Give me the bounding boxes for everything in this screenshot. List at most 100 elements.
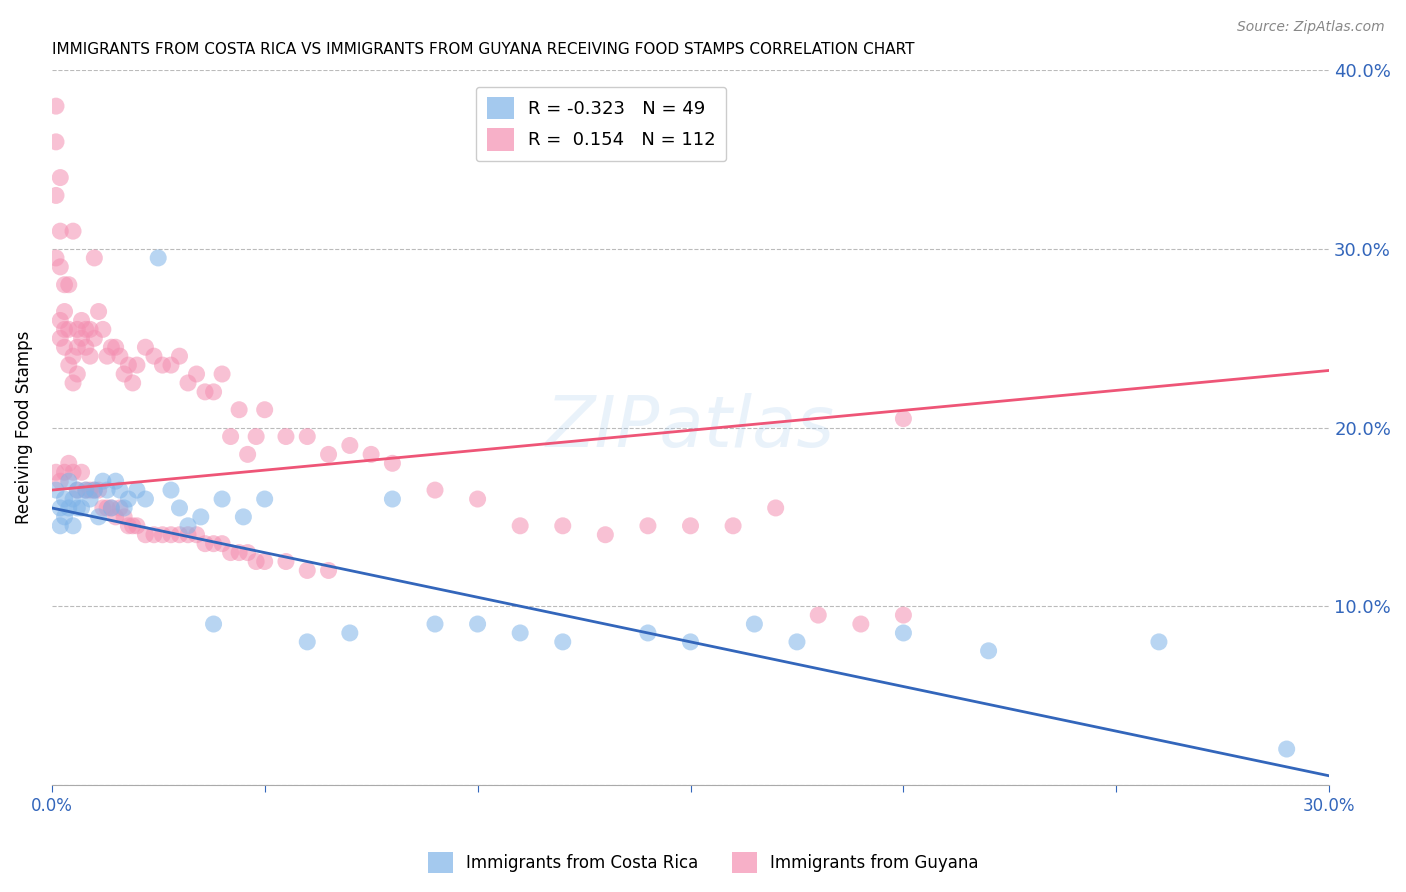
Point	[595, 527, 617, 541]
Point	[274, 555, 297, 569]
Legend: R = -0.323   N = 49, R =  0.154   N = 112: R = -0.323 N = 49, R = 0.154 N = 112	[475, 87, 727, 161]
Point	[297, 429, 319, 443]
Point	[112, 500, 135, 515]
Point	[49, 170, 72, 185]
Point	[1147, 635, 1170, 649]
Point	[62, 376, 84, 390]
Point	[62, 465, 84, 479]
Point	[58, 456, 80, 470]
Point	[96, 349, 118, 363]
Point	[125, 483, 148, 497]
Point	[977, 644, 1000, 658]
Point	[121, 518, 143, 533]
Point	[1275, 742, 1298, 756]
Point	[134, 340, 156, 354]
Point	[79, 483, 101, 497]
Point	[786, 635, 808, 649]
Point	[45, 135, 67, 149]
Point	[66, 322, 89, 336]
Point	[49, 500, 72, 515]
Point	[467, 617, 489, 632]
Point	[121, 376, 143, 390]
Legend: Immigrants from Costa Rica, Immigrants from Guyana: Immigrants from Costa Rica, Immigrants f…	[420, 846, 986, 880]
Point	[104, 474, 127, 488]
Point	[190, 509, 212, 524]
Point	[232, 509, 254, 524]
Point	[66, 483, 89, 497]
Point	[117, 518, 139, 533]
Point	[53, 304, 76, 318]
Point	[551, 518, 574, 533]
Point	[53, 340, 76, 354]
Point	[134, 527, 156, 541]
Point	[70, 465, 93, 479]
Point	[83, 483, 105, 497]
Point	[245, 555, 267, 569]
Point	[253, 555, 276, 569]
Point	[423, 483, 446, 497]
Point	[219, 429, 242, 443]
Point	[169, 500, 191, 515]
Point	[297, 564, 319, 578]
Point	[169, 349, 191, 363]
Point	[236, 546, 259, 560]
Point	[423, 617, 446, 632]
Point	[83, 331, 105, 345]
Text: IMMIGRANTS FROM COSTA RICA VS IMMIGRANTS FROM GUYANA RECEIVING FOOD STAMPS CORRE: IMMIGRANTS FROM COSTA RICA VS IMMIGRANTS…	[52, 42, 914, 57]
Point	[381, 456, 404, 470]
Point	[228, 402, 250, 417]
Point	[186, 367, 208, 381]
Point	[87, 304, 110, 318]
Point	[807, 608, 830, 623]
Point	[100, 500, 122, 515]
Point	[297, 635, 319, 649]
Point	[100, 500, 122, 515]
Point	[253, 402, 276, 417]
Point	[551, 635, 574, 649]
Point	[45, 188, 67, 202]
Point	[66, 340, 89, 354]
Point	[45, 99, 67, 113]
Point	[70, 331, 93, 345]
Point	[177, 527, 200, 541]
Point	[53, 277, 76, 292]
Point	[112, 509, 135, 524]
Point	[75, 322, 97, 336]
Point	[104, 509, 127, 524]
Point	[381, 491, 404, 506]
Point	[274, 429, 297, 443]
Point	[125, 358, 148, 372]
Point	[721, 518, 744, 533]
Point	[142, 349, 165, 363]
Point	[637, 518, 659, 533]
Point	[318, 447, 340, 461]
Point	[160, 358, 183, 372]
Point	[83, 483, 105, 497]
Point	[79, 491, 101, 506]
Point	[125, 518, 148, 533]
Point	[53, 465, 76, 479]
Point	[62, 518, 84, 533]
Point	[679, 518, 702, 533]
Point	[117, 358, 139, 372]
Point	[108, 483, 131, 497]
Point	[49, 518, 72, 533]
Point	[194, 384, 217, 399]
Point	[160, 483, 183, 497]
Point	[45, 251, 67, 265]
Point	[45, 483, 67, 497]
Point	[49, 224, 72, 238]
Point	[87, 483, 110, 497]
Point	[62, 349, 84, 363]
Point	[91, 500, 114, 515]
Point	[202, 384, 225, 399]
Point	[62, 491, 84, 506]
Point	[194, 536, 217, 550]
Point	[58, 277, 80, 292]
Point	[87, 509, 110, 524]
Point	[509, 518, 531, 533]
Point	[142, 527, 165, 541]
Text: ZIPatlas: ZIPatlas	[546, 393, 835, 462]
Point	[177, 518, 200, 533]
Point	[104, 340, 127, 354]
